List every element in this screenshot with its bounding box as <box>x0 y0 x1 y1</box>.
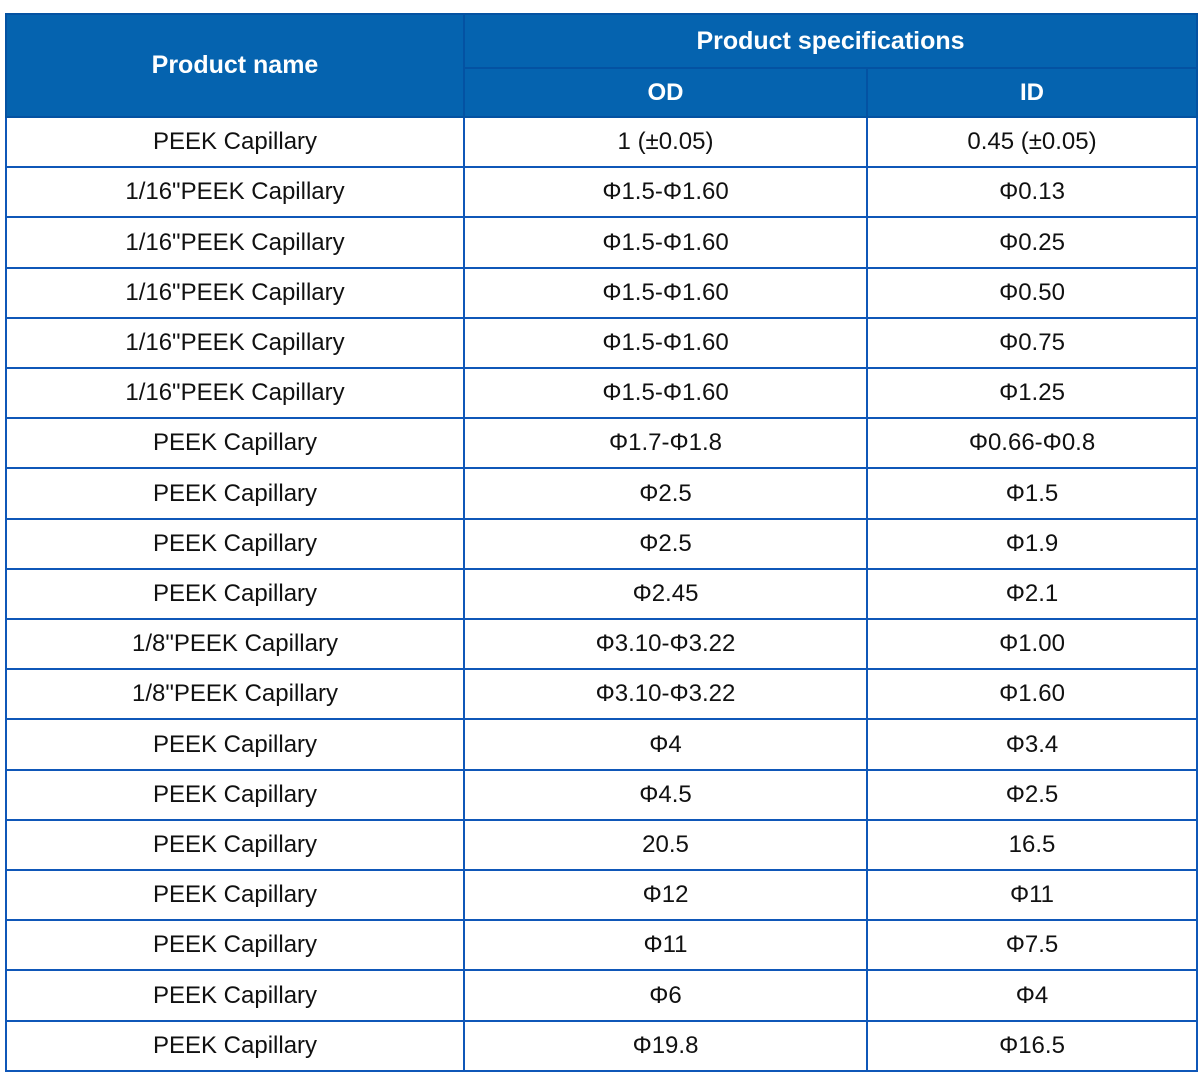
table-row: PEEK Capillary Φ4 Φ3.4 <box>5 718 1198 771</box>
od-cell: Φ4 <box>463 718 868 771</box>
table-row: PEEK Capillary Φ2.5 Φ1.9 <box>5 517 1198 570</box>
id-cell: Φ0.13 <box>866 166 1198 219</box>
product-name-cell: PEEK Capillary <box>5 869 465 922</box>
product-name-cell: 1/16"PEEK Capillary <box>5 367 465 420</box>
od-cell: Φ1.7-Φ1.8 <box>463 417 868 470</box>
header-product-name: Product name <box>5 13 465 118</box>
od-cell: Φ1.5-Φ1.60 <box>463 367 868 420</box>
id-cell: Φ1.00 <box>866 618 1198 671</box>
table-body: PEEK Capillary 1 (±0.05) 0.45 (±0.05) 1/16"… <box>5 115 1198 1073</box>
product-name-cell: PEEK Capillary <box>5 718 465 771</box>
od-cell: Φ1.5-Φ1.60 <box>463 166 868 219</box>
header-id: ID <box>866 67 1198 118</box>
table-row: 1/16"PEEK Capillary Φ1.5-Φ1.60 Φ0.50 <box>5 266 1198 319</box>
product-name-cell: PEEK Capillary <box>5 1019 465 1073</box>
od-cell: Φ1.5-Φ1.60 <box>463 266 868 319</box>
table-row: PEEK Capillary Φ4.5 Φ2.5 <box>5 768 1198 821</box>
id-cell: Φ0.50 <box>866 266 1198 319</box>
product-name-cell: PEEK Capillary <box>5 467 465 520</box>
product-name-cell: 1/16"PEEK Capillary <box>5 216 465 269</box>
id-cell: 0.45 (±0.05) <box>866 115 1198 169</box>
header-od: OD <box>463 67 868 118</box>
product-name-cell: 1/16"PEEK Capillary <box>5 266 465 319</box>
id-cell: Φ4 <box>866 969 1198 1022</box>
od-cell: Φ2.5 <box>463 517 868 570</box>
id-cell: Φ1.9 <box>866 517 1198 570</box>
id-cell: Φ1.25 <box>866 367 1198 420</box>
product-name-cell: PEEK Capillary <box>5 517 465 570</box>
id-cell: Φ16.5 <box>866 1019 1198 1073</box>
table-row: 1/8"PEEK Capillary Φ3.10-Φ3.22 Φ1.60 <box>5 668 1198 721</box>
product-name-cell: PEEK Capillary <box>5 919 465 972</box>
id-cell: Φ2.1 <box>866 567 1198 621</box>
table-row: PEEK Capillary Φ11 Φ7.5 <box>5 919 1198 972</box>
id-cell: Φ11 <box>866 869 1198 922</box>
product-name-cell: PEEK Capillary <box>5 969 465 1022</box>
id-cell: Φ0.66-Φ0.8 <box>866 417 1198 470</box>
table-row: PEEK Capillary 1 (±0.05) 0.45 (±0.05) <box>5 115 1198 169</box>
od-cell: Φ6 <box>463 969 868 1022</box>
od-cell: Φ3.10-Φ3.22 <box>463 618 868 671</box>
od-cell: Φ1.5-Φ1.60 <box>463 316 868 370</box>
id-cell: Φ1.5 <box>866 467 1198 520</box>
table-row: PEEK Capillary 20.5 16.5 <box>5 818 1198 872</box>
table-row: PEEK Capillary Φ6 Φ4 <box>5 969 1198 1022</box>
od-cell: 1 (±0.05) <box>463 115 868 169</box>
id-cell: Φ7.5 <box>866 919 1198 972</box>
od-cell: Φ11 <box>463 919 868 972</box>
id-cell: 16.5 <box>866 818 1198 872</box>
od-cell: Φ12 <box>463 869 868 922</box>
id-cell: Φ1.60 <box>866 668 1198 721</box>
od-cell: Φ2.5 <box>463 467 868 520</box>
od-cell: Φ19.8 <box>463 1019 868 1073</box>
od-cell: 20.5 <box>463 818 868 872</box>
table-row: 1/16"PEEK Capillary Φ1.5-Φ1.60 Φ0.25 <box>5 216 1198 269</box>
product-name-cell: PEEK Capillary <box>5 417 465 470</box>
product-name-cell: PEEK Capillary <box>5 768 465 821</box>
od-cell: Φ4.5 <box>463 768 868 821</box>
table-row: 1/16"PEEK Capillary Φ1.5-Φ1.60 Φ1.25 <box>5 367 1198 420</box>
product-name-cell: PEEK Capillary <box>5 818 465 872</box>
table-row: PEEK Capillary Φ2.45 Φ2.1 <box>5 567 1198 621</box>
id-cell: Φ0.25 <box>866 216 1198 269</box>
product-name-cell: 1/8"PEEK Capillary <box>5 618 465 671</box>
product-name-cell: PEEK Capillary <box>5 115 465 169</box>
table-row: PEEK Capillary Φ2.5 Φ1.5 <box>5 467 1198 520</box>
table-row: PEEK Capillary Φ19.8 Φ16.5 <box>5 1019 1198 1073</box>
od-cell: Φ1.5-Φ1.60 <box>463 216 868 269</box>
product-name-cell: 1/16"PEEK Capillary <box>5 316 465 370</box>
id-cell: Φ0.75 <box>866 316 1198 370</box>
header-product-specifications: Product specifications <box>463 13 1198 69</box>
od-cell: Φ3.10-Φ3.22 <box>463 668 868 721</box>
product-name-cell: 1/8"PEEK Capillary <box>5 668 465 721</box>
id-cell: Φ2.5 <box>866 768 1198 821</box>
table-row: 1/16"PEEK Capillary Φ1.5-Φ1.60 Φ0.75 <box>5 316 1198 370</box>
table-row: PEEK Capillary Φ12 Φ11 <box>5 869 1198 922</box>
od-cell: Φ2.45 <box>463 567 868 621</box>
table-header: Product name Product specifications OD I… <box>5 13 1198 118</box>
product-name-cell: 1/16"PEEK Capillary <box>5 166 465 219</box>
table-row: PEEK Capillary Φ1.7-Φ1.8 Φ0.66-Φ0.8 <box>5 417 1198 470</box>
table-row: 1/16"PEEK Capillary Φ1.5-Φ1.60 Φ0.13 <box>5 166 1198 219</box>
product-spec-table: Product name Product specifications OD I… <box>5 13 1198 1073</box>
table-row: 1/8"PEEK Capillary Φ3.10-Φ3.22 Φ1.00 <box>5 618 1198 671</box>
id-cell: Φ3.4 <box>866 718 1198 771</box>
product-name-cell: PEEK Capillary <box>5 567 465 621</box>
